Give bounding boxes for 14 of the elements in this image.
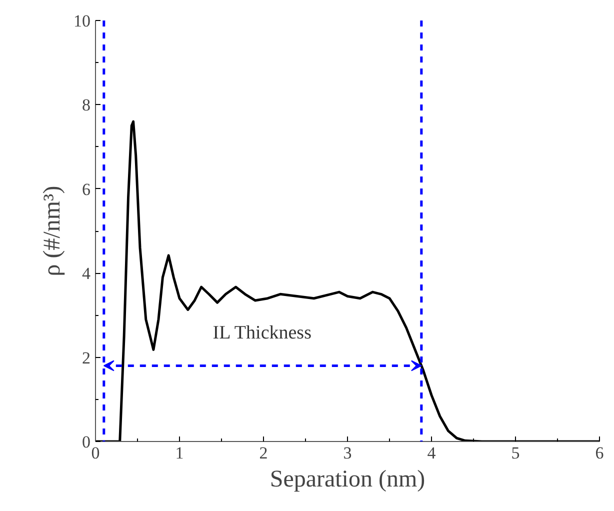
y-axis-title: ρ (#/nm³): [40, 186, 66, 276]
x-tick-label: 5: [511, 444, 520, 462]
y-tick-label: 4: [82, 264, 91, 284]
annotation: IL Thickness: [212, 322, 312, 344]
x-tick-label: 6: [595, 444, 604, 462]
y-tick-label: 2: [82, 348, 90, 368]
y-tick-label: 8: [82, 96, 90, 115]
x-axis-title: Separation (nm): [270, 466, 426, 492]
x-tick-label: 2: [259, 444, 268, 462]
y-tick-label: 6: [82, 180, 90, 199]
y-tick-label: 10: [74, 12, 90, 30]
x-tick-label: 1: [175, 444, 184, 462]
x-tick-label: 3: [343, 444, 352, 462]
x-tick-label: 4: [427, 444, 436, 462]
